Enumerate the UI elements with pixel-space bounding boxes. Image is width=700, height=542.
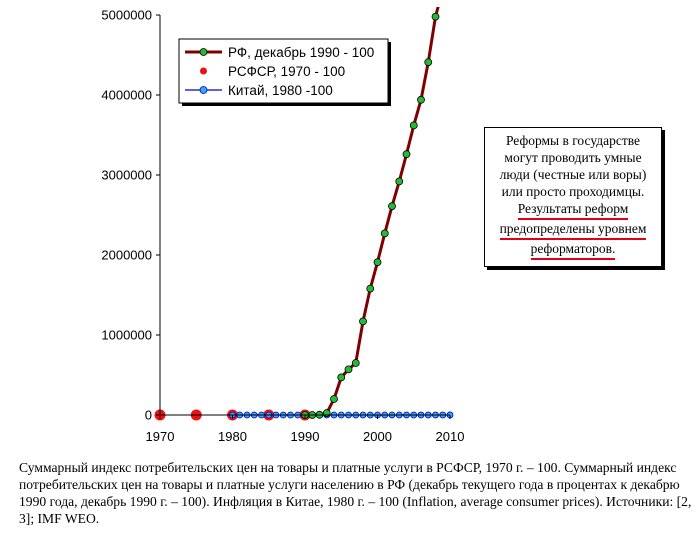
data-point-rf xyxy=(344,365,353,374)
data-point-rf xyxy=(395,177,404,186)
data-point-rf xyxy=(351,359,360,367)
legend-shadow-bottom xyxy=(182,103,391,106)
legend-label-rf: РФ, декабрь 1990 - 100 xyxy=(228,45,374,60)
data-point-rf xyxy=(424,58,433,67)
legend-label-china: Китай, 1980 -100 xyxy=(228,83,333,98)
legend: РФ, декабрь 1990 - 100 РСФСР, 1970 - 100… xyxy=(178,38,391,106)
note-underlined-line: предопределены уровнем xyxy=(499,220,647,240)
data-point-rf xyxy=(431,12,440,21)
data-point-rf xyxy=(322,409,331,417)
x-tick-label: 1970 xyxy=(146,429,175,444)
data-point-rf xyxy=(380,229,389,238)
legend-swatch-rsfsr-marker xyxy=(200,67,207,75)
y-tick-label: 0 xyxy=(145,408,152,423)
x-tick-label: 1980 xyxy=(218,429,247,444)
figure-caption: Суммарный индекс потребительских цен на … xyxy=(19,460,692,526)
y-tick-label: 2000000 xyxy=(101,248,152,263)
data-point-rf xyxy=(359,317,367,326)
y-tick-label: 5000000 xyxy=(101,8,152,23)
x-tick-label: 1990 xyxy=(291,429,320,444)
cpi-chart: 0 1000000 2000000 3000000 4000000 5000000 1970… xyxy=(101,7,464,445)
plot-area xyxy=(154,7,454,421)
data-point-rf xyxy=(366,284,375,293)
data-point-rf xyxy=(337,373,346,382)
axes: 0 1000000 2000000 3000000 4000000 5000000 1970… xyxy=(101,8,464,445)
note-line: Реформы в государстве xyxy=(505,133,641,148)
data-point-rf xyxy=(417,95,425,104)
y-tick-label: 1000000 xyxy=(101,328,152,343)
note-line: люди (честные или воры) xyxy=(499,167,647,182)
data-point-rf xyxy=(330,395,338,403)
y-tick-label: 4000000 xyxy=(101,88,152,103)
legend-frame xyxy=(178,38,389,104)
legend-swatch-china-marker xyxy=(199,86,208,94)
legend-shadow-right xyxy=(388,42,391,106)
legend-label-rsfsr: РСФСР, 1970 - 100 xyxy=(228,64,345,79)
note-underlined-line: реформаторов. xyxy=(530,240,616,260)
legend-swatch-rf-marker xyxy=(199,48,208,56)
note-line: могут проводить умные xyxy=(504,150,642,165)
data-point-rf xyxy=(373,258,382,267)
y-tick-label: 3000000 xyxy=(101,168,152,183)
data-point-rf xyxy=(409,121,418,130)
data-point-rf xyxy=(402,150,411,159)
data-point-rf xyxy=(388,202,396,211)
x-tick-label: 2010 xyxy=(436,429,465,444)
reform-note-box: Реформы в государстве могут проводить ум… xyxy=(484,127,662,267)
x-tick-label: 2000 xyxy=(363,429,392,444)
note-underlined-line: Результаты реформ xyxy=(517,200,629,220)
note-line: или просто проходимцы. xyxy=(501,184,645,199)
